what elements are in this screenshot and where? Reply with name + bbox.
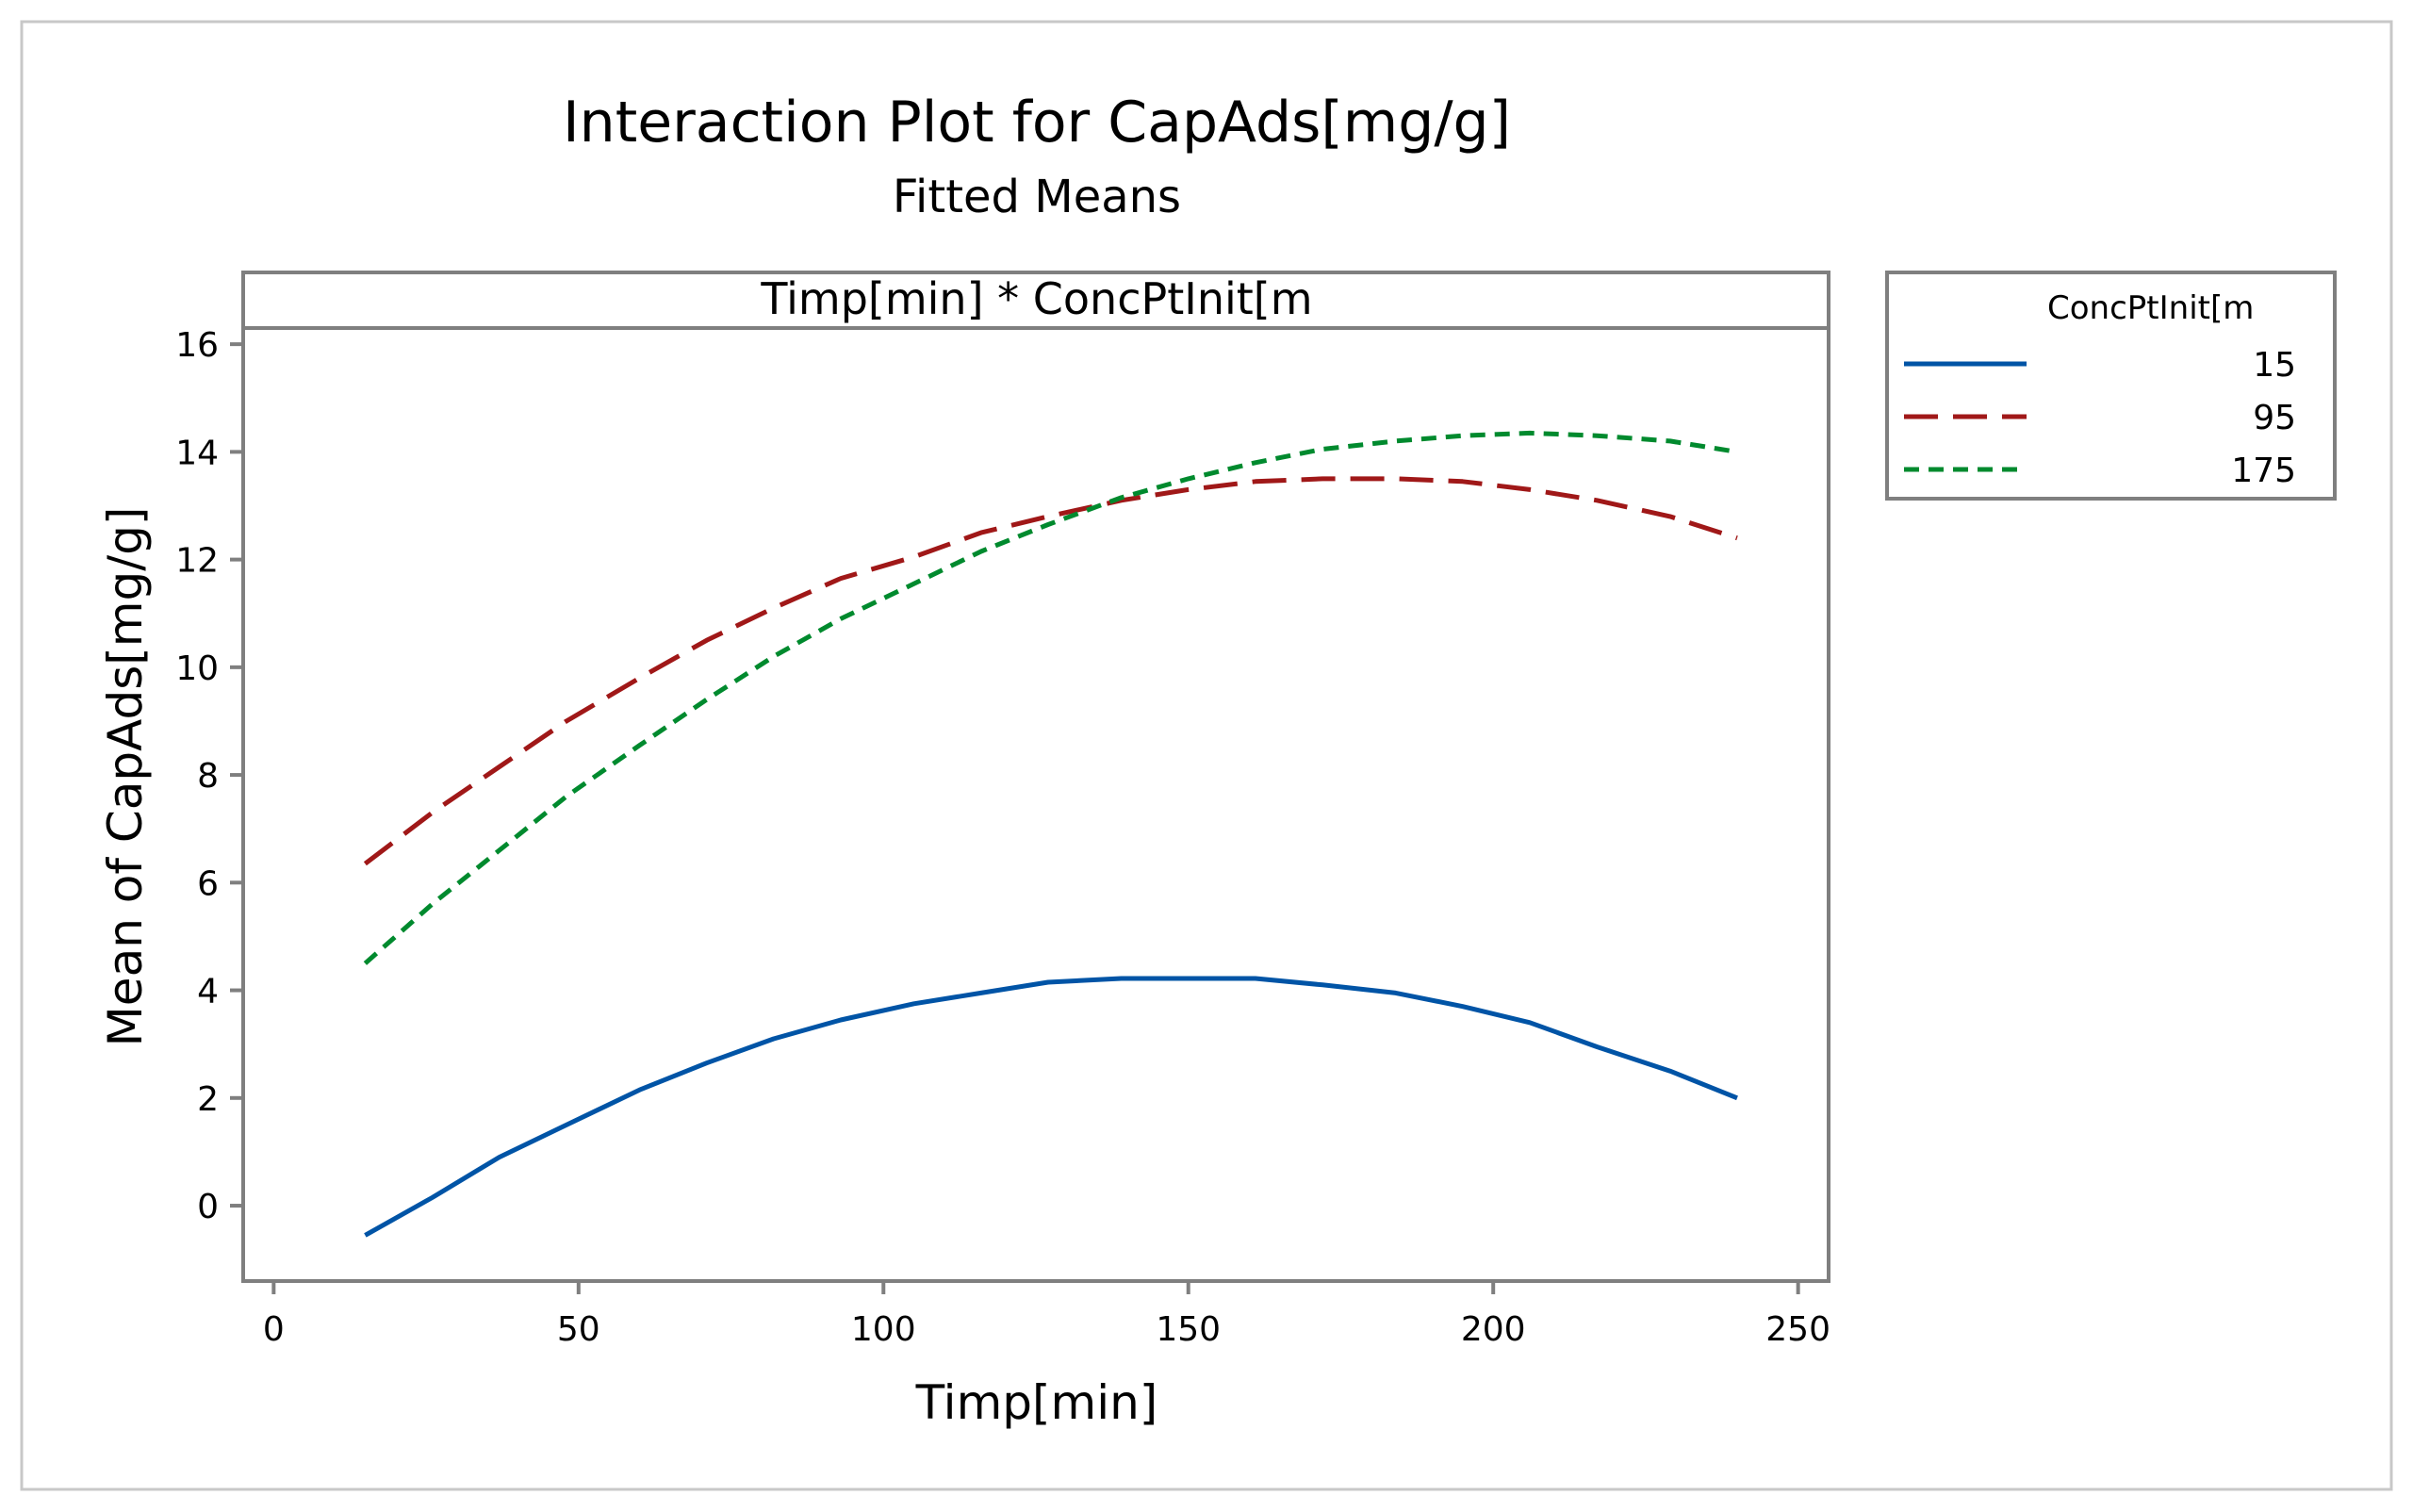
legend-label: 175 bbox=[2231, 452, 2296, 490]
chart-title: Interaction Plot for CapAds[mg/g] bbox=[563, 90, 1511, 156]
legend-label: 95 bbox=[2253, 399, 2296, 437]
series-line-15 bbox=[364, 976, 1738, 1238]
y-tick-label: 16 bbox=[175, 326, 219, 365]
x-tick-label: 100 bbox=[851, 1310, 916, 1349]
y-tick-label: 6 bbox=[197, 864, 219, 903]
series-line-175 bbox=[363, 430, 1738, 965]
series-layer bbox=[363, 430, 1738, 1238]
strip-label: Timp[min] * ConcPtInit[m bbox=[760, 273, 1312, 324]
legend-box bbox=[1885, 271, 2337, 501]
y-tick-label: 14 bbox=[175, 434, 219, 472]
x-tick-label: 200 bbox=[1461, 1310, 1526, 1349]
chart-subtitle: Fitted Means bbox=[893, 171, 1181, 223]
x-tick-label: 0 bbox=[263, 1310, 285, 1349]
x-tick-label: 150 bbox=[1156, 1310, 1221, 1349]
y-axis-label: Mean of CapAds[mg/g] bbox=[98, 507, 153, 1047]
series-line-95 bbox=[363, 476, 1738, 866]
x-axis-label: Timp[min] bbox=[915, 1375, 1158, 1430]
y-tick-label: 2 bbox=[197, 1080, 219, 1119]
y-tick-label: 10 bbox=[175, 649, 219, 688]
legend-label: 15 bbox=[2253, 346, 2296, 385]
y-tick-label: 0 bbox=[197, 1188, 219, 1226]
y-tick-label: 4 bbox=[197, 973, 219, 1011]
y-tick-label: 12 bbox=[175, 542, 219, 581]
figure-frame bbox=[20, 20, 2393, 1491]
legend-entries: 15 95 175 bbox=[1904, 346, 2296, 490]
legend-title: ConcPtInit[m bbox=[2047, 289, 2254, 327]
y-axis: 0 2 4 6 8 10 12 14 16 bbox=[175, 326, 243, 1226]
y-tick-label: 8 bbox=[197, 757, 219, 796]
x-tick-label: 250 bbox=[1765, 1310, 1830, 1349]
legend: ConcPtInit[m 15 95 175 bbox=[1885, 271, 2337, 501]
x-axis: 0 50 100 150 200 250 bbox=[263, 1281, 1830, 1349]
x-tick-label: 50 bbox=[557, 1310, 600, 1349]
plot-panel bbox=[241, 271, 1830, 1283]
